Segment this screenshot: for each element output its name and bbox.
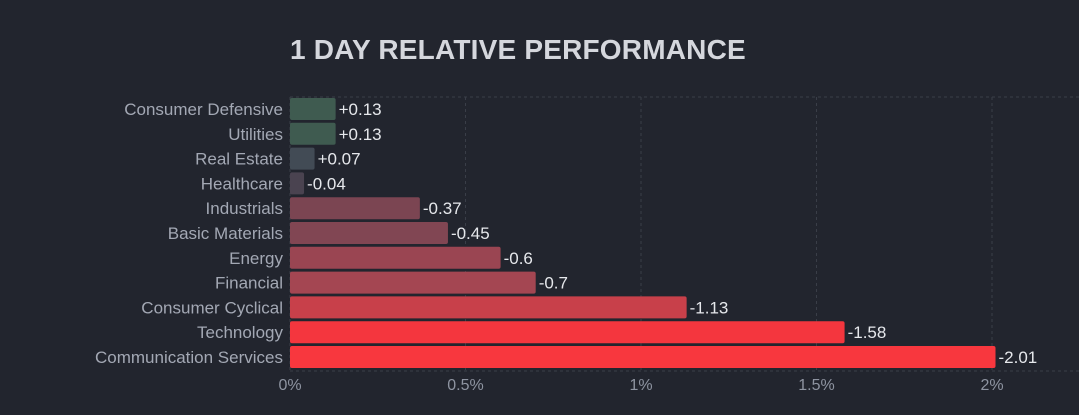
category-label: Consumer Cyclical — [141, 298, 283, 317]
bar — [290, 246, 501, 269]
bar — [290, 321, 845, 344]
value-label: -0.7 — [539, 274, 568, 293]
x-tick-label: 2% — [980, 377, 1003, 394]
bar — [290, 147, 315, 170]
x-tick-label: 0.5% — [447, 377, 483, 394]
category-label: Basic Materials — [168, 224, 283, 243]
value-label: +0.13 — [339, 125, 382, 144]
category-label: Utilities — [228, 125, 283, 144]
bar — [290, 197, 420, 220]
category-label: Industrials — [206, 199, 283, 218]
x-tick-label: 1% — [629, 377, 652, 394]
value-label: -0.45 — [451, 224, 490, 243]
bar — [290, 296, 687, 319]
bar — [290, 122, 336, 145]
bar — [290, 98, 336, 120]
x-tick-label: 0% — [278, 377, 301, 394]
bar — [290, 172, 305, 195]
category-label: Real Estate — [195, 150, 283, 169]
bar — [290, 271, 536, 294]
value-label: -0.04 — [307, 174, 346, 193]
chart-title: 1 DAY RELATIVE PERFORMANCE — [290, 34, 746, 65]
category-label: Technology — [197, 323, 284, 342]
value-label: -0.37 — [423, 199, 462, 218]
value-label: +0.07 — [318, 150, 361, 169]
value-label: -0.6 — [504, 249, 533, 268]
bar — [290, 346, 996, 368]
value-label: +0.13 — [339, 100, 382, 119]
x-tick-label: 1.5% — [798, 377, 834, 394]
category-label: Energy — [229, 249, 283, 268]
category-label: Financial — [215, 274, 283, 293]
bar — [290, 222, 448, 244]
value-label: -1.13 — [690, 298, 729, 317]
category-label: Communication Services — [95, 348, 283, 367]
category-label: Consumer Defensive — [124, 100, 283, 119]
value-label: -2.01 — [999, 348, 1038, 367]
value-label: -1.58 — [848, 323, 887, 342]
category-label: Healthcare — [201, 174, 283, 193]
